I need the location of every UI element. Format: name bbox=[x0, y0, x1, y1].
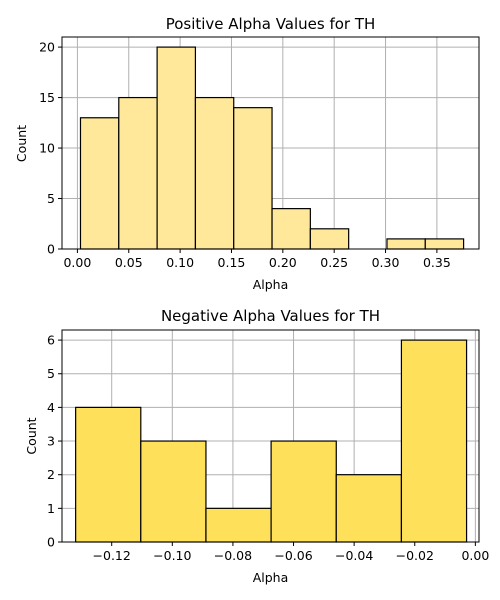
x-tick-label: 0.00 bbox=[461, 548, 489, 563]
histogram-bar bbox=[271, 208, 311, 250]
positive-alpha-histogram: Positive Alpha Values for TH Alpha Count… bbox=[14, 15, 480, 292]
histogram-bar bbox=[309, 228, 350, 250]
histogram-bar bbox=[194, 96, 235, 250]
histogram-bar bbox=[400, 339, 468, 543]
axes-frame bbox=[61, 329, 480, 543]
negative-alpha-histogram: Negative Alpha Values for TH Alpha Count… bbox=[24, 307, 489, 585]
y-axis-label: Count bbox=[14, 125, 29, 162]
x-tick-label: −0.06 bbox=[274, 548, 312, 563]
histogram-bar bbox=[335, 474, 403, 543]
x-tick-label: 0.00 bbox=[63, 255, 91, 270]
chart-title: Positive Alpha Values for TH bbox=[166, 15, 376, 33]
histogram-bar bbox=[205, 507, 272, 543]
x-tick-label: −0.08 bbox=[214, 548, 252, 563]
histogram-bar bbox=[140, 440, 207, 543]
histogram-bar bbox=[233, 107, 273, 250]
x-tick-label: −0.02 bbox=[396, 548, 434, 563]
x-tick-label: −0.12 bbox=[93, 548, 131, 563]
chart-title: Negative Alpha Values for TH bbox=[161, 307, 380, 325]
histogram-bar bbox=[118, 96, 158, 250]
x-axis-label: Alpha bbox=[253, 570, 289, 585]
histogram-bar bbox=[156, 46, 197, 250]
y-tick-label: 5 bbox=[47, 191, 55, 206]
histogram-bar bbox=[424, 238, 465, 250]
y-tick-label: 20 bbox=[39, 40, 55, 55]
y-tick-label: 3 bbox=[47, 434, 55, 449]
y-tick-label: 5 bbox=[47, 366, 55, 381]
y-tick-label: 6 bbox=[47, 333, 55, 348]
x-tick-label: 0.25 bbox=[320, 255, 348, 270]
histogram-bar bbox=[79, 117, 120, 250]
x-tick-label: −0.04 bbox=[335, 548, 373, 563]
histogram-bar bbox=[75, 406, 142, 543]
y-tick-label: 4 bbox=[47, 400, 55, 415]
axes-frame bbox=[61, 36, 480, 250]
y-tick-label: 15 bbox=[39, 90, 55, 105]
y-axis-label: Count bbox=[24, 417, 39, 454]
x-tick-label: 0.35 bbox=[423, 255, 451, 270]
y-tick-label: 0 bbox=[47, 242, 55, 257]
y-tick-label: 1 bbox=[47, 501, 55, 516]
x-tick-label: 0.15 bbox=[218, 255, 246, 270]
histogram-bar bbox=[386, 238, 426, 250]
x-tick-label: −0.10 bbox=[153, 548, 191, 563]
x-tick-label: 0.30 bbox=[372, 255, 400, 270]
y-tick-label: 10 bbox=[39, 141, 55, 156]
bars bbox=[75, 339, 468, 543]
y-tick-label: 2 bbox=[47, 467, 55, 482]
x-tick-label: 0.20 bbox=[269, 255, 297, 270]
y-tick-label: 0 bbox=[47, 535, 55, 550]
x-tick-label: 0.05 bbox=[115, 255, 143, 270]
x-axis-label: Alpha bbox=[253, 277, 289, 292]
histogram-bar bbox=[270, 440, 337, 543]
x-tick-label: 0.10 bbox=[166, 255, 194, 270]
